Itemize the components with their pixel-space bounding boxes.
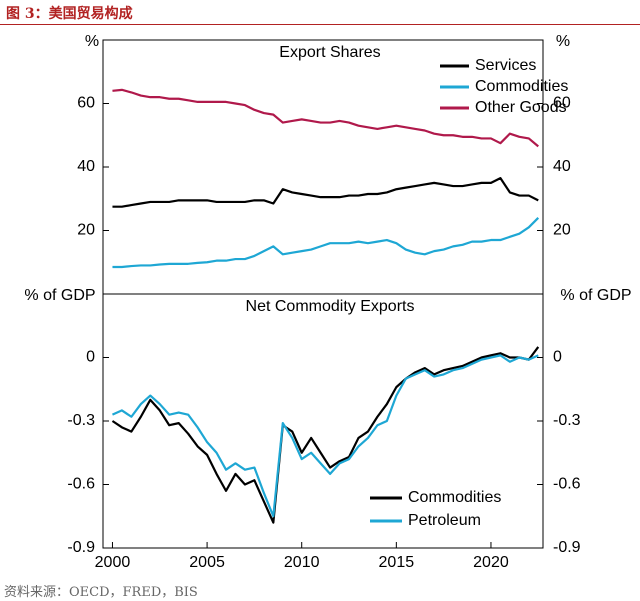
- y-tick-label: 0: [86, 349, 95, 366]
- source-note: 资料来源：OECD，FRED，BIS: [4, 585, 198, 600]
- series-line: [112, 217, 540, 269]
- series-line: [112, 88, 539, 148]
- y2-tick-label: 60: [553, 95, 571, 112]
- y-axis-label: % of GDP: [24, 287, 95, 304]
- y-tick-label: 60: [77, 95, 95, 112]
- legend-label: Commodities: [475, 78, 568, 95]
- x-tick-label: 2005: [189, 554, 225, 571]
- y2-tick-label: -0.6: [553, 476, 581, 493]
- panel-title: Export Shares: [279, 44, 380, 61]
- y2-tick-label: -0.9: [553, 539, 581, 556]
- figure-caption: 图 3：美国贸易构成: [6, 6, 133, 22]
- x-tick-label: 2020: [473, 554, 509, 571]
- x-tick-label: 2010: [284, 554, 320, 571]
- y2-tick-label: -0.3: [553, 412, 581, 429]
- y-tick-label: -0.6: [67, 476, 95, 493]
- y-tick-label: 20: [77, 222, 95, 239]
- y-tick-label: -0.3: [67, 412, 95, 429]
- caption-rule: [0, 24, 640, 25]
- y2-axis-label: % of GDP: [560, 287, 631, 304]
- x-tick-label: 2015: [379, 554, 415, 571]
- y2-axis-label: %: [556, 33, 570, 50]
- x-tick-label: 2000: [95, 554, 131, 571]
- y2-tick-label: 0: [553, 349, 562, 366]
- y-tick-label: 40: [77, 158, 95, 175]
- y2-tick-label: 20: [553, 222, 571, 239]
- legend-label: Services: [475, 57, 536, 74]
- series-line: [112, 177, 539, 208]
- y2-tick-label: 40: [553, 158, 571, 175]
- y-axis-label: %: [85, 33, 99, 50]
- series-line: [111, 346, 540, 524]
- legend-label: Commodities: [408, 489, 501, 506]
- legend-label: Other Goods: [475, 99, 567, 116]
- panel-title: Net Commodity Exports: [246, 298, 415, 315]
- series-line: [112, 354, 539, 518]
- y-tick-label: -0.9: [67, 539, 95, 556]
- legend-label: Petroleum: [408, 512, 481, 529]
